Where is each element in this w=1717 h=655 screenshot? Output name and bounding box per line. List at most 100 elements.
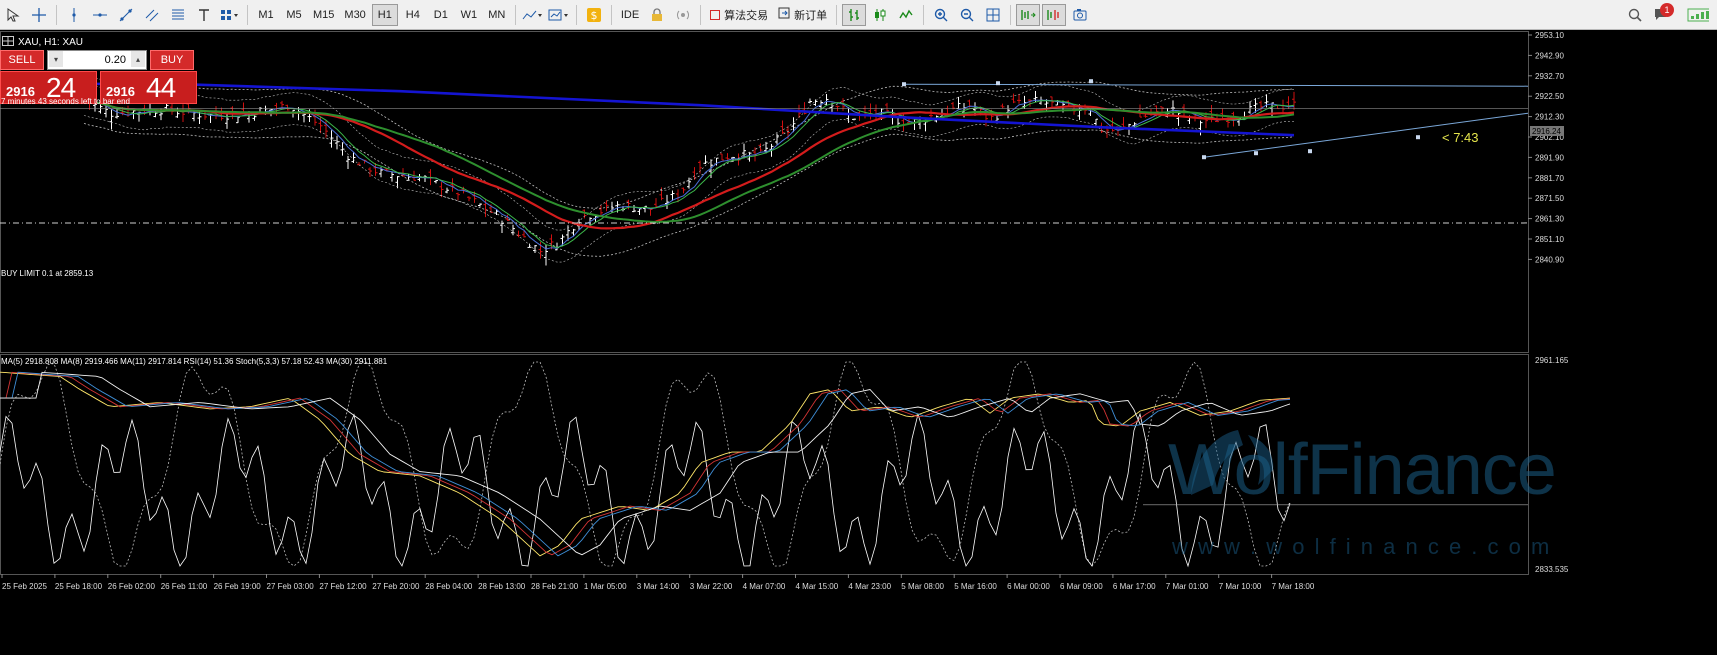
zoom-in-icon[interactable] [929,4,953,26]
grid-icon [2,33,14,51]
channel-icon[interactable] [140,4,164,26]
timeframe-h4-button[interactable]: H4 [405,8,420,21]
notifications-button[interactable]: 1 [1649,3,1674,26]
time-tick-label: 7 Mar 18:00 [1272,582,1315,591]
zoom-out-icon[interactable] [955,4,979,26]
price-tick-label: 2942.90 [1535,51,1564,60]
toolbar: M1 M5 M15 M30 H1 H4 D1 W1 MN $ IDE 算法交易 … [0,0,1717,30]
buy-button[interactable]: BUY [150,50,194,70]
chart-type-icon[interactable] [521,4,545,26]
rsi-line [0,412,1291,568]
ma11-indicator-line [0,371,1291,557]
timeframe-m30-button[interactable]: M30 [344,8,366,21]
time-tick-label: 27 Feb 20:00 [372,582,420,591]
toolbar-divider [610,4,612,25]
chart-shift-icon[interactable] [1042,3,1067,26]
line-chart-icon[interactable] [894,4,918,26]
chart-title-row: XAU, H1: XAU [2,33,83,51]
toolbar-right: 1 [1622,3,1711,26]
text-tool-icon[interactable] [192,4,216,26]
trendline-anchor [1416,135,1420,140]
timeframe-h1-button[interactable]: H1 [371,3,398,26]
time-tick-label: 6 Mar 09:00 [1060,582,1103,591]
price-tick-label: 2953.10 [1535,31,1564,40]
price-tick-label: 2851.10 [1535,235,1564,244]
lot-decrease-icon[interactable]: ▾ [49,51,63,67]
timeframe-m1-button[interactable]: M1 [258,8,274,21]
auto-scroll-icon[interactable] [1016,3,1041,26]
buy-price-box[interactable]: 2916 44 [100,71,197,104]
sell-button[interactable]: SELL [0,50,44,70]
timeframe-m5-button[interactable]: M5 [286,8,302,21]
bollinger-lower-band [83,123,1295,257]
time-tick-label: 25 Feb 18:00 [55,582,103,591]
price-chart[interactable]: 2953.10 2942.90 2932.70 2922.50 2912.30 2902.… [0,31,1717,655]
time-tick-label: 5 Mar 16:00 [954,582,997,591]
time-tick-label: 1 Mar 05:00 [584,582,627,591]
new-order-button[interactable]: 新订单 [774,4,831,26]
notification-badge: 1 [1660,3,1674,17]
indicator-top-tick: 2961.165 [1535,356,1569,365]
new-order-icon [778,7,790,22]
screenshot-icon[interactable] [1068,4,1092,26]
ma-fast-line [83,98,1295,250]
upper-trendline [903,83,1529,87]
main-pane-border [0,31,1529,353]
trendline-anchor [996,81,1000,86]
buy-price-pips: 44 [146,72,176,103]
bar-chart-icon[interactable] [842,3,867,26]
ma-medium-line [83,98,1295,249]
timeframe-mn-button[interactable]: MN [488,8,506,21]
dollar-icon[interactable]: $ [582,4,606,26]
lot-increase-icon[interactable]: ▴ [131,51,145,67]
one-click-trading-panel: SELL 0.20 ▾ ▴ BUY 2916 24 2916 44 [0,50,198,132]
vertical-line-icon[interactable] [62,4,86,26]
price-tick-label: 2922.50 [1535,92,1564,101]
trendline-anchor [902,82,906,87]
lot-size-input[interactable]: 0.20 [47,50,147,70]
candlestick-icon[interactable] [868,4,892,26]
time-tick-label: 4 Mar 07:00 [743,582,786,591]
trendline-anchor [1089,79,1093,84]
price-tick-label: 2881.70 [1535,174,1564,183]
cursor-icon[interactable] [1,4,25,26]
price-tick-label: 2902.10 [1535,133,1564,142]
crosshair-icon[interactable] [27,4,51,26]
time-tick-label: 4 Mar 23:00 [848,582,891,591]
time-tick-label: 25 Feb 2025 [2,582,47,591]
timeframe-w1-button[interactable]: W1 [460,8,478,21]
shapes-menu-icon[interactable] [218,4,242,26]
chart-title: XAU, H1: XAU [18,36,84,48]
price-tick-label: 2891.90 [1535,153,1564,162]
trendline-icon[interactable] [114,4,138,26]
sell-price-box[interactable]: 2916 24 [0,71,97,104]
timeframe-m15-button[interactable]: M15 [313,8,335,21]
toolbar-divider [575,4,577,25]
time-tick-label: 28 Feb 21:00 [531,582,579,591]
sub-pane-border [0,354,1529,575]
template-icon[interactable] [547,4,571,26]
timeframe-d1-button[interactable]: D1 [433,8,448,21]
chart-area[interactable]: 2953.10 2942.90 2932.70 2922.50 2912.30 2902.… [0,31,1717,655]
horizontal-line-icon[interactable] [88,4,112,26]
time-tick-label: 26 Feb 19:00 [214,582,262,591]
algo-trading-button[interactable]: 算法交易 [706,4,772,26]
algo-trading-label: 算法交易 [724,9,769,22]
time-tick-label: 7 Mar 10:00 [1219,582,1262,591]
search-icon[interactable] [1623,4,1647,26]
current-price-label: 2916.24 [1532,127,1561,136]
time-tick-label: 27 Feb 03:00 [267,582,315,591]
new-order-label: 新订单 [794,9,828,22]
time-tick-label: 6 Mar 00:00 [1007,582,1050,591]
toolbar-divider [700,4,702,25]
ide-button[interactable]: IDE [620,8,640,21]
ma5-indicator-line [0,371,1291,557]
time-tick-label: 3 Mar 14:00 [637,582,680,591]
fibonacci-icon[interactable] [166,4,190,26]
lock-icon[interactable] [645,4,669,26]
current-price-tag [1530,126,1564,136]
trendline-anchor [1254,151,1258,156]
price-tick-label: 2840.90 [1535,255,1564,264]
signal-icon[interactable] [671,4,695,26]
tile-windows-icon[interactable] [981,4,1005,26]
